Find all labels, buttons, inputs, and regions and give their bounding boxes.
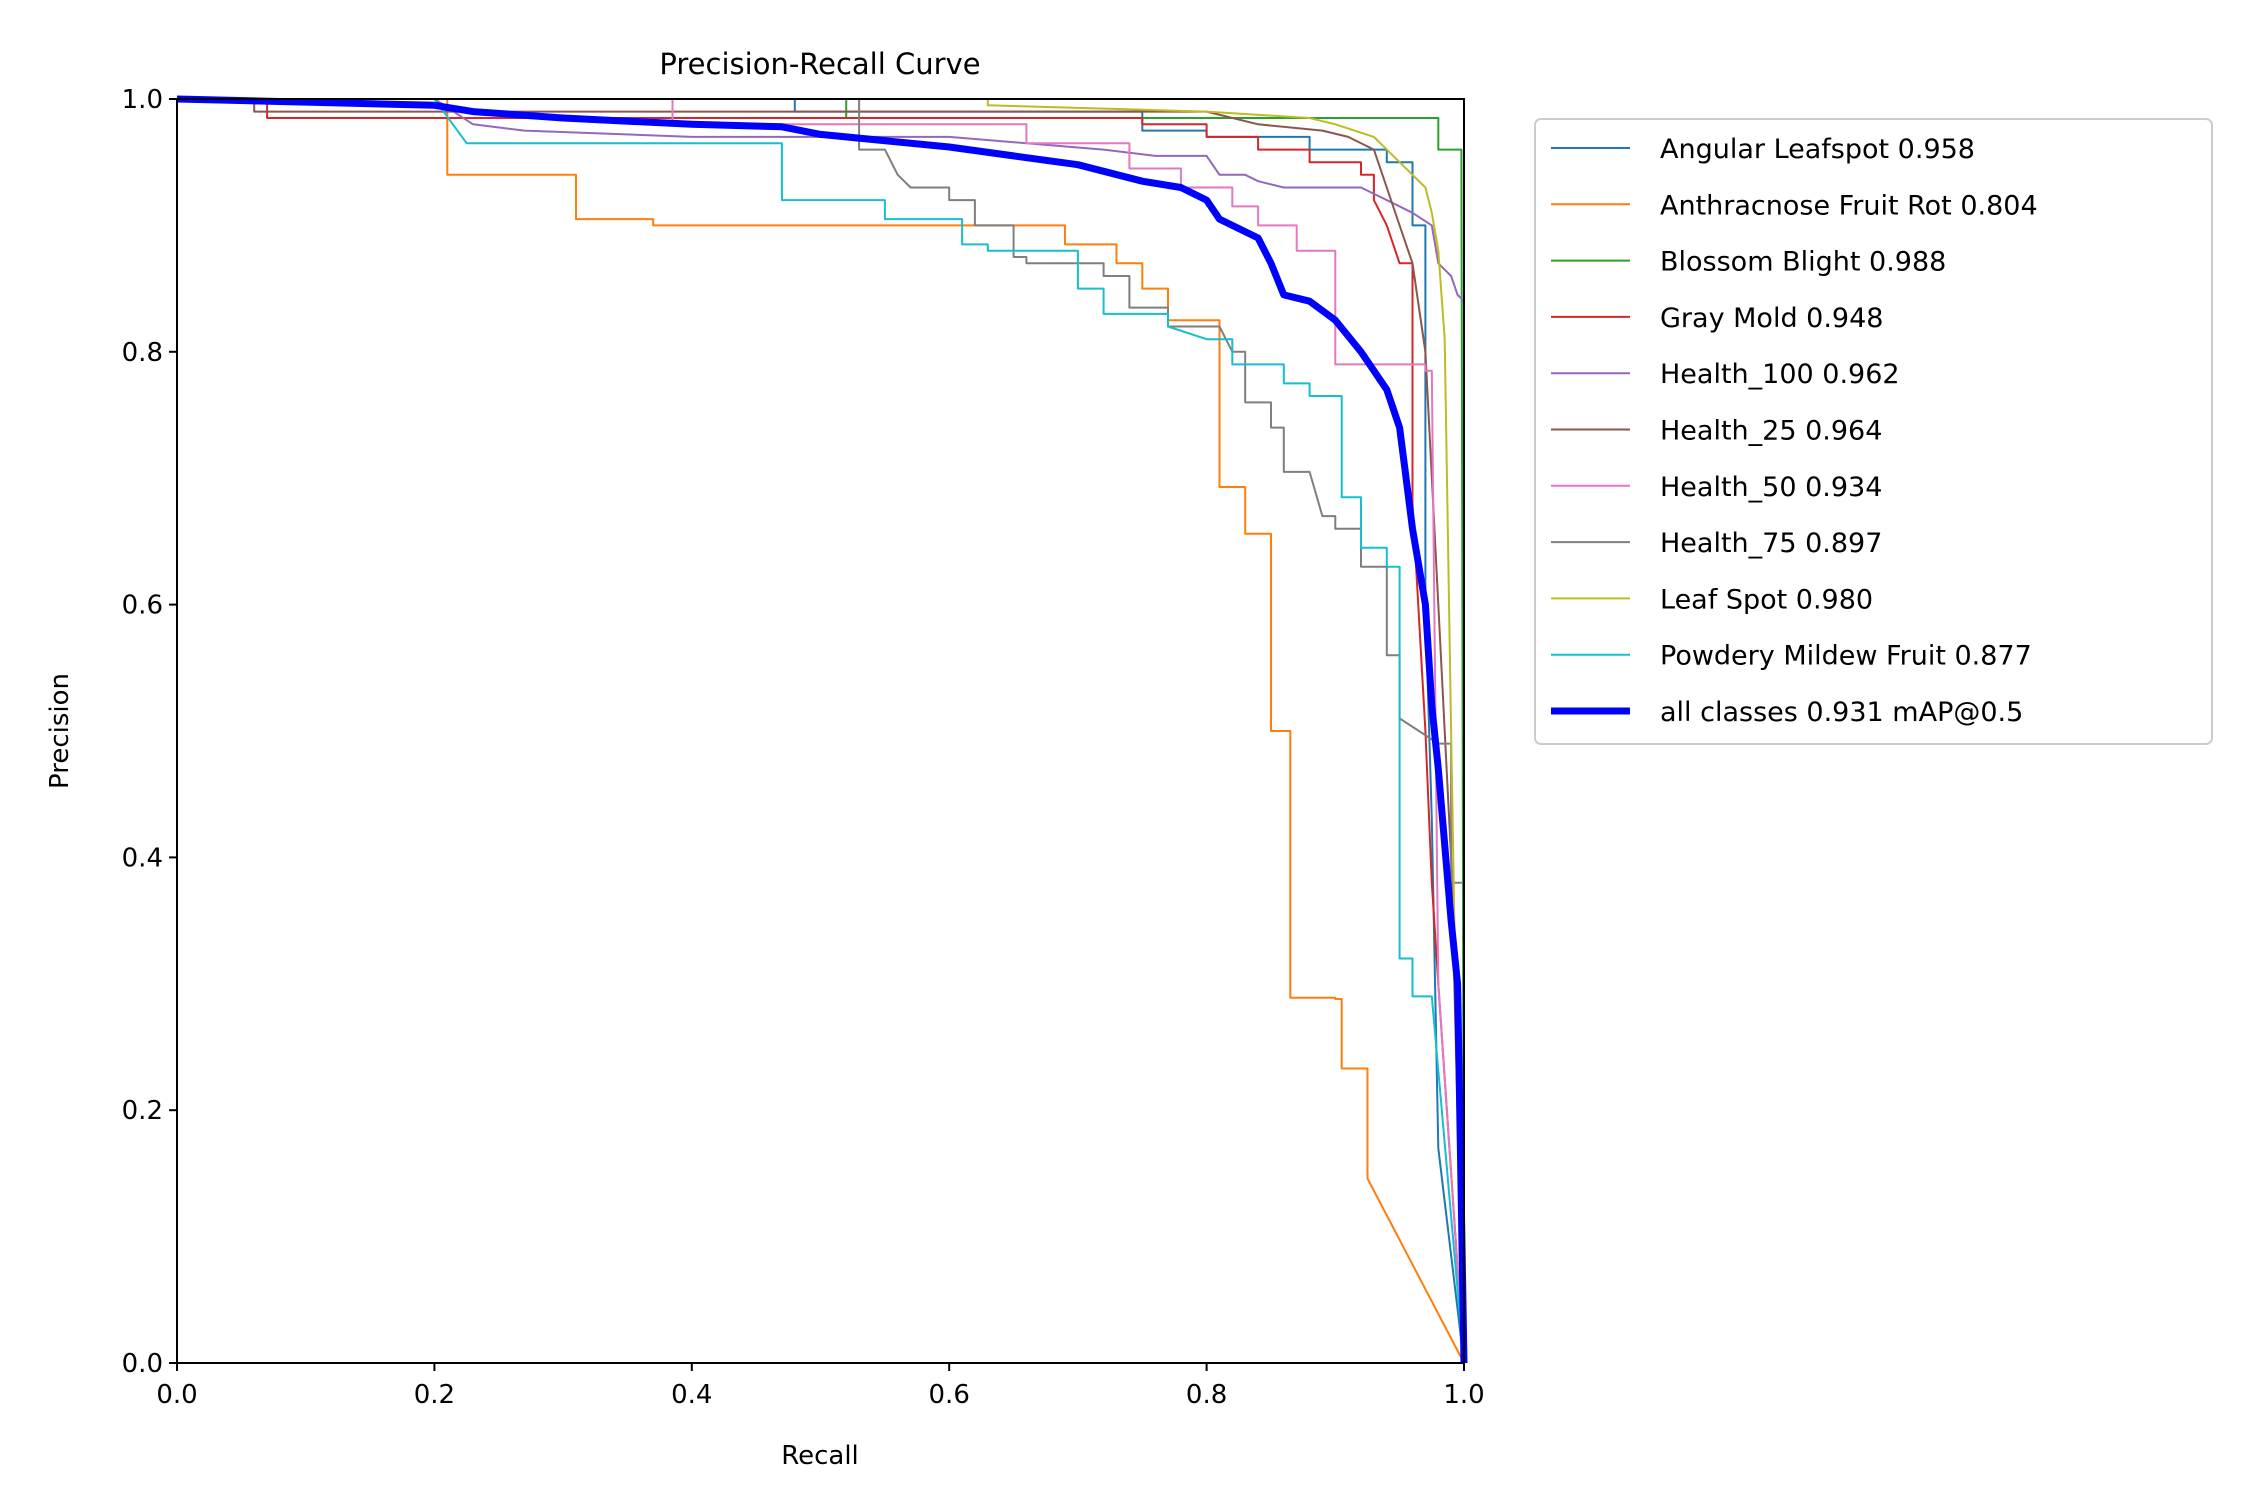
- x-tick-label: 0.2: [414, 1380, 455, 1410]
- y-tick-label: 1.0: [122, 85, 163, 115]
- legend-entry: Blossom Blight 0.988: [1551, 247, 1946, 278]
- y-axis-label: Precision: [45, 673, 75, 789]
- legend-entry: Health_75 0.897: [1551, 528, 1882, 559]
- legend-entry: Health_100 0.962: [1551, 359, 1900, 390]
- series-line-6: [177, 98, 1465, 1364]
- y-tick-label: 0.0: [122, 1349, 163, 1379]
- legend-entry: Powdery Mildew Fruit 0.877: [1551, 641, 2032, 672]
- legend-label: Blossom Blight 0.988: [1660, 247, 1946, 278]
- legend-entry: Angular Leafspot 0.958: [1551, 134, 1975, 165]
- y-tick-label: 0.6: [122, 591, 163, 621]
- chart-title: Precision-Recall Curve: [659, 47, 980, 81]
- series-line-3: [177, 98, 1465, 1364]
- legend-entry: Health_25 0.964: [1551, 416, 1882, 447]
- series-layer: [176, 95, 1468, 1364]
- series-line-8: [177, 98, 1465, 1364]
- legend-entry: Leaf Spot 0.980: [1551, 584, 1873, 615]
- series-line-1: [177, 98, 1465, 1364]
- legend-label: Health_25 0.964: [1660, 416, 1882, 447]
- legend-entry: Health_50 0.934: [1551, 472, 1882, 503]
- legend-label: Powdery Mildew Fruit 0.877: [1660, 641, 2032, 672]
- x-tick-label: 0.6: [929, 1380, 970, 1410]
- x-tick-label: 1.0: [1443, 1380, 1484, 1410]
- legend-entry: Anthracnose Fruit Rot 0.804: [1551, 190, 2038, 221]
- series-line-5: [177, 98, 1465, 1364]
- y-tick-label: 0.2: [122, 1096, 163, 1126]
- legend-entry: Gray Mold 0.948: [1551, 303, 1883, 334]
- legend-label: Health_100 0.962: [1660, 359, 1900, 390]
- legend-label: Gray Mold 0.948: [1660, 303, 1883, 334]
- y-tick-label: 0.8: [122, 338, 163, 368]
- legend-label: Health_50 0.934: [1660, 472, 1882, 503]
- legend-label: all classes 0.931 mAP@0.5: [1660, 697, 2023, 728]
- legend-label: Health_75 0.897: [1660, 528, 1882, 559]
- x-tick-label: 0.4: [671, 1380, 712, 1410]
- y-tick-label: 0.4: [122, 843, 163, 873]
- ticks-layer: 0.0 0.2 0.4 0.6 0.8 1.0 0.0 0.2 0.4 0.6 0.8 1.0: [122, 85, 1485, 1410]
- series-line-9: [177, 98, 1465, 1364]
- x-tick-label: 0.0: [156, 1380, 197, 1410]
- legend-label: Anthracnose Fruit Rot 0.804: [1660, 190, 2038, 221]
- x-axis-label: Recall: [781, 1441, 859, 1471]
- series-line-10: [176, 95, 1468, 1364]
- plot-frame: [176, 98, 1465, 1364]
- series-line-4: [177, 98, 1465, 1363]
- legend: Angular Leafspot 0.958 Anthracnose Fruit …: [1534, 118, 2213, 745]
- legend-box: [1534, 118, 2213, 745]
- x-tick-label: 0.8: [1186, 1380, 1227, 1410]
- legend-label: Angular Leafspot 0.958: [1660, 134, 1975, 165]
- legend-label: Leaf Spot 0.980: [1660, 584, 1873, 615]
- legend-entry: all classes 0.931 mAP@0.5: [1551, 697, 2023, 728]
